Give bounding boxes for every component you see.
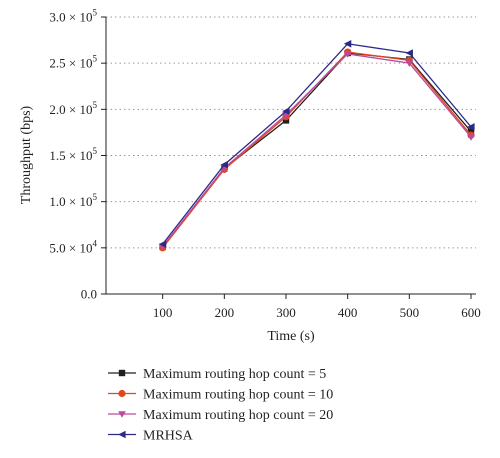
x-tick-label: 500 bbox=[400, 305, 420, 320]
data-point bbox=[158, 240, 167, 248]
series-line bbox=[162, 53, 472, 247]
data-point bbox=[467, 123, 475, 131]
x-tick-label: 100 bbox=[153, 305, 173, 320]
data-point bbox=[343, 51, 352, 58]
data-point bbox=[467, 134, 475, 141]
grid-lines bbox=[106, 16, 476, 249]
series-2 bbox=[159, 48, 475, 252]
legend-label: Maximum routing hop count = 10 bbox=[143, 388, 333, 403]
data-point bbox=[405, 60, 414, 67]
y-tick-label: 2.0 × 105 bbox=[49, 100, 97, 117]
x-tick-label: 300 bbox=[276, 305, 296, 320]
legend-marker bbox=[118, 430, 126, 439]
legend-label: Maximum routing hop count = 20 bbox=[143, 408, 333, 423]
legend-label: MRHSA bbox=[143, 429, 194, 444]
y-tick-label: 2.5 × 105 bbox=[49, 54, 97, 71]
legend-marker bbox=[118, 369, 126, 377]
series-4 bbox=[158, 39, 475, 248]
legend-marker bbox=[118, 389, 126, 398]
legend-marker bbox=[118, 411, 126, 418]
y-tick-label: 5.0 × 104 bbox=[49, 238, 97, 255]
legend-label: Maximum routing hop count = 5 bbox=[143, 367, 326, 382]
series-1 bbox=[159, 49, 475, 251]
y-tick-label: 0.0 bbox=[81, 287, 97, 302]
y-tick-label: 3.0 × 105 bbox=[49, 8, 97, 25]
data-point bbox=[282, 107, 290, 115]
x-tick-label: 200 bbox=[215, 305, 235, 320]
legend-item: MRHSA bbox=[108, 429, 194, 444]
legend-item: Maximum routing hop count = 20 bbox=[108, 408, 333, 423]
legend: Maximum routing hop count = 5 Maximum rou… bbox=[108, 367, 333, 444]
y-tick-labels: 0.0 5.0 × 104 1.0 × 105 1.5 × 105 2.0 × 105 2… bbox=[49, 8, 106, 302]
legend-item: Maximum routing hop count = 10 bbox=[108, 388, 333, 403]
series-lines bbox=[158, 39, 475, 252]
y-tick-label: 1.0 × 105 bbox=[49, 192, 97, 209]
data-point bbox=[467, 128, 475, 135]
data-point bbox=[282, 117, 290, 124]
x-tick-label: 600 bbox=[461, 305, 481, 320]
legend-item: Maximum routing hop count = 5 bbox=[108, 367, 326, 382]
series-line bbox=[162, 43, 472, 245]
data-point bbox=[405, 49, 413, 57]
y-tick-label: 1.5 × 105 bbox=[49, 146, 97, 163]
y-axis-title: Throughput (bps) bbox=[19, 105, 34, 204]
data-point bbox=[343, 39, 352, 48]
x-tick-label: 400 bbox=[338, 305, 358, 320]
x-axis-title: Time (s) bbox=[267, 329, 315, 344]
data-point bbox=[220, 160, 228, 169]
x-tick-labels: 100 200 300 400 500 600 bbox=[153, 294, 481, 320]
